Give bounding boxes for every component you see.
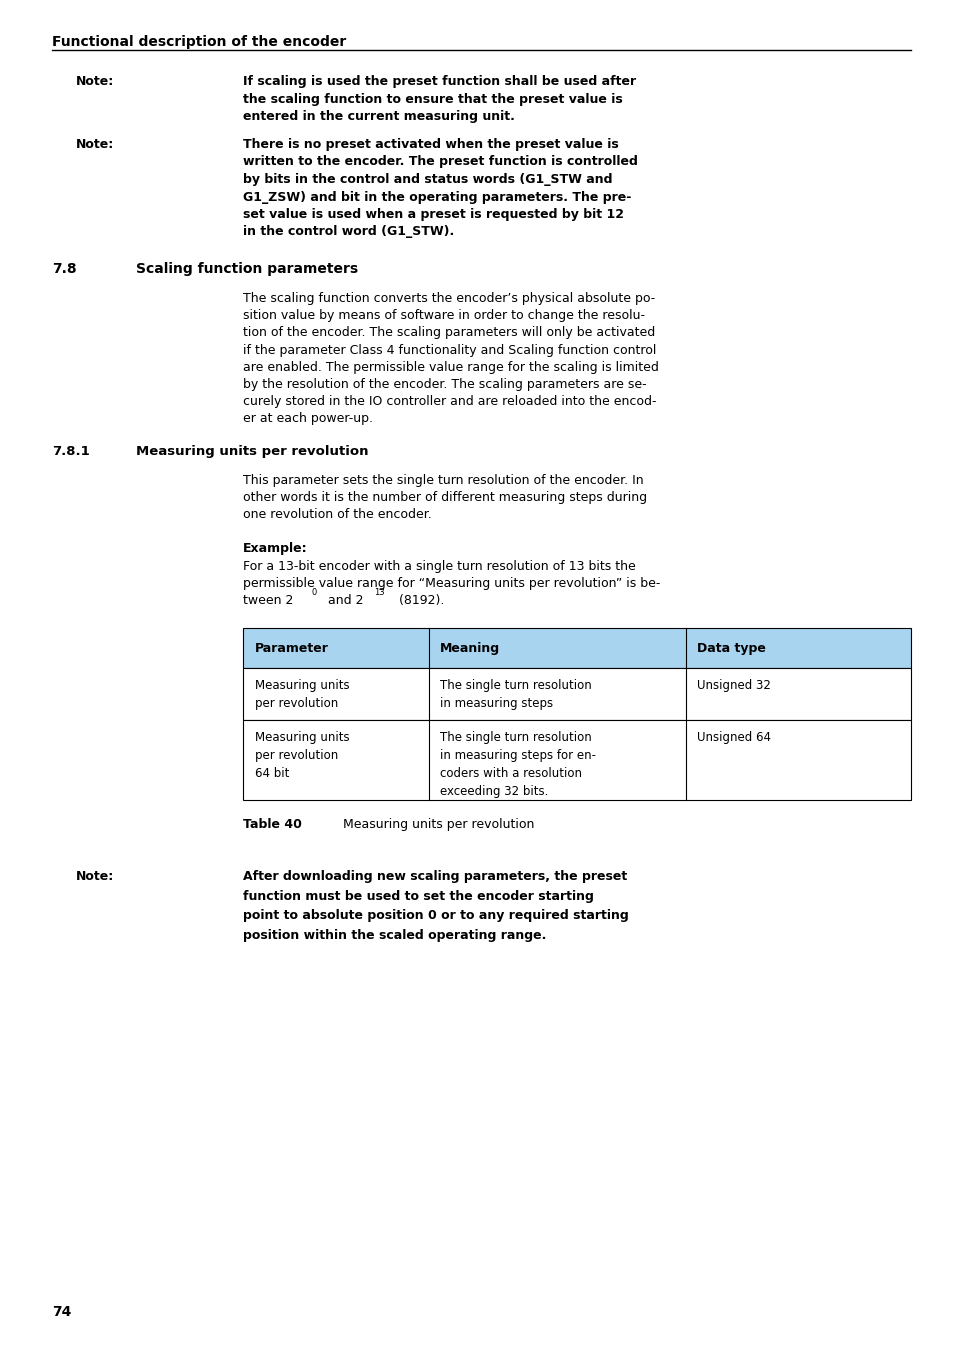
Text: There is no preset activated when the preset value is: There is no preset activated when the pr… [243, 138, 618, 152]
Text: permissible value range for “Measuring units per revolution” is be-: permissible value range for “Measuring u… [243, 577, 659, 590]
Text: set value is used when a preset is requested by bit 12: set value is used when a preset is reque… [243, 209, 623, 221]
Text: Meaning: Meaning [440, 642, 500, 654]
Text: er at each power-up.: er at each power-up. [243, 413, 373, 425]
Text: the scaling function to ensure that the preset value is: the scaling function to ensure that the … [243, 92, 622, 106]
Text: 7.8.1: 7.8.1 [52, 445, 91, 458]
Text: G1_ZSW) and bit in the operating parameters. The pre-: G1_ZSW) and bit in the operating paramet… [243, 191, 631, 203]
Text: Note:: Note: [76, 74, 114, 88]
Text: by the resolution of the encoder. The scaling parameters are se-: by the resolution of the encoder. The sc… [243, 378, 646, 391]
Text: are enabled. The permissible value range for the scaling is limited: are enabled. The permissible value range… [243, 360, 659, 374]
Text: 13: 13 [374, 589, 384, 597]
Text: The scaling function converts the encoder’s physical absolute po-: The scaling function converts the encode… [243, 292, 655, 305]
Text: if the parameter Class 4 functionality and Scaling function control: if the parameter Class 4 functionality a… [243, 344, 656, 356]
Text: curely stored in the IO controller and are reloaded into the encod-: curely stored in the IO controller and a… [243, 395, 656, 408]
Text: This parameter sets the single turn resolution of the encoder. In: This parameter sets the single turn reso… [243, 474, 643, 487]
Text: Measuring units
per revolution
64 bit: Measuring units per revolution 64 bit [254, 731, 349, 780]
Text: other words it is the number of different measuring steps during: other words it is the number of differen… [243, 492, 647, 504]
Text: Table 40: Table 40 [243, 818, 302, 831]
Text: For a 13-bit encoder with a single turn resolution of 13 bits the: For a 13-bit encoder with a single turn … [243, 561, 636, 573]
Text: Note:: Note: [76, 871, 114, 883]
Text: (8192).: (8192). [395, 594, 444, 608]
Text: After downloading new scaling parameters, the preset: After downloading new scaling parameters… [243, 871, 627, 883]
Text: Scaling function parameters: Scaling function parameters [136, 263, 358, 276]
Text: Measuring units per revolution: Measuring units per revolution [343, 818, 535, 831]
Bar [243, 720, 910, 800]
Text: The single turn resolution
in measuring steps: The single turn resolution in measuring … [440, 678, 592, 709]
Text: Measuring units
per revolution: Measuring units per revolution [254, 678, 349, 709]
Text: in the control word (G1_STW).: in the control word (G1_STW). [243, 226, 454, 238]
Text: tion of the encoder. The scaling parameters will only be activated: tion of the encoder. The scaling paramet… [243, 326, 655, 340]
Text: function must be used to set the encoder starting: function must be used to set the encoder… [243, 890, 594, 903]
Text: Measuring units per revolution: Measuring units per revolution [136, 445, 369, 458]
Bar [243, 628, 910, 668]
Text: point to absolute position 0 or to any required starting: point to absolute position 0 or to any r… [243, 909, 628, 922]
Text: 74: 74 [52, 1305, 71, 1319]
Bar [243, 668, 910, 720]
Text: Example:: Example: [243, 542, 308, 555]
Text: and 2: and 2 [324, 594, 363, 608]
Text: The single turn resolution
in measuring steps for en-
coders with a resolution
e: The single turn resolution in measuring … [440, 731, 596, 798]
Text: Data type: Data type [697, 642, 765, 654]
Text: by bits in the control and status words (G1_STW and: by bits in the control and status words … [243, 173, 612, 185]
Text: sition value by means of software in order to change the resolu-: sition value by means of software in ord… [243, 309, 644, 322]
Text: Functional description of the encoder: Functional description of the encoder [52, 35, 346, 49]
Text: tween 2: tween 2 [243, 594, 294, 608]
Text: entered in the current measuring unit.: entered in the current measuring unit. [243, 110, 515, 123]
Text: 0: 0 [312, 589, 317, 597]
Text: Note:: Note: [76, 138, 114, 152]
Text: 7.8: 7.8 [52, 263, 77, 276]
Text: Unsigned 32: Unsigned 32 [697, 678, 771, 692]
Text: Unsigned 64: Unsigned 64 [697, 731, 771, 743]
Text: one revolution of the encoder.: one revolution of the encoder. [243, 508, 432, 521]
Text: If scaling is used the preset function shall be used after: If scaling is used the preset function s… [243, 74, 636, 88]
Text: position within the scaled operating range.: position within the scaled operating ran… [243, 929, 546, 941]
Text: written to the encoder. The preset function is controlled: written to the encoder. The preset funct… [243, 156, 638, 168]
Text: Parameter: Parameter [254, 642, 328, 654]
